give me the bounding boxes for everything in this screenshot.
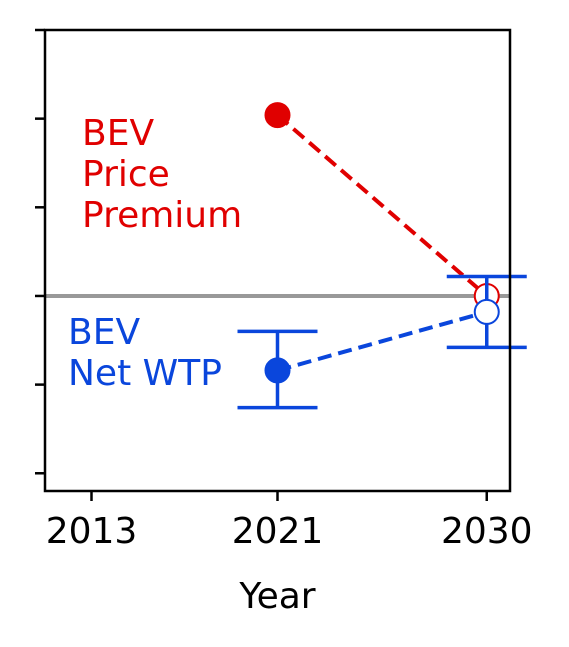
series-label-0: BEV Price Premium xyxy=(82,113,242,236)
annotations: BEV Price Premium BEV Net WTP xyxy=(68,113,242,394)
x-tick-label: 2013 xyxy=(46,511,138,552)
series-line xyxy=(276,113,489,298)
series-label-1: BEV Net WTP xyxy=(68,312,222,394)
plot-frame xyxy=(43,28,512,493)
series-layer xyxy=(237,102,527,410)
x-ticks: 2013 2021 2030 xyxy=(46,491,533,552)
data-point xyxy=(473,298,500,325)
data-point xyxy=(264,102,291,129)
y-ticks xyxy=(35,28,45,475)
x-tick-label: 2030 xyxy=(441,511,533,552)
x-tick-label: 2021 xyxy=(232,511,324,552)
x-axis-title: Year xyxy=(238,576,315,617)
data-point xyxy=(264,357,291,384)
series-line xyxy=(276,309,488,373)
series-1 xyxy=(237,274,527,410)
